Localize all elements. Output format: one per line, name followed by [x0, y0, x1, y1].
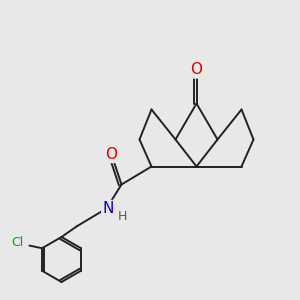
Text: O: O [105, 147, 117, 162]
Text: O: O [190, 62, 202, 77]
Text: H: H [117, 209, 127, 223]
Text: N: N [102, 201, 114, 216]
Text: Cl: Cl [11, 236, 23, 249]
